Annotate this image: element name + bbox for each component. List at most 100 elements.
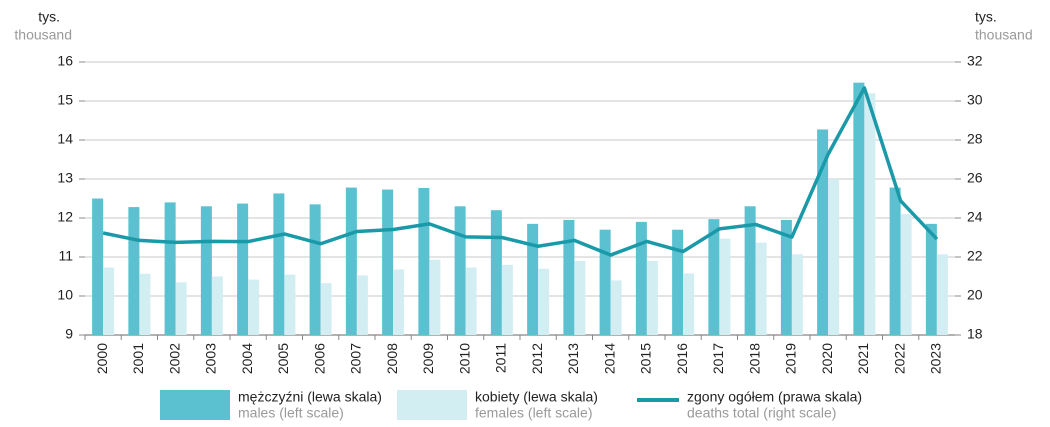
x-tick-label: 2013 xyxy=(565,343,581,374)
y-tick-label: 14 xyxy=(57,131,73,147)
bar xyxy=(755,242,767,335)
bar xyxy=(646,260,658,335)
legend-label: zgony ogółem (prawa skala) xyxy=(687,389,862,405)
y-tick-label: 12 xyxy=(57,209,73,225)
line xyxy=(102,86,939,257)
bar xyxy=(610,280,622,335)
x-tick-label: 2004 xyxy=(239,343,255,374)
x-tick-label: 2017 xyxy=(710,343,726,374)
bar xyxy=(92,198,104,335)
y2-axis-label-sub: thousand xyxy=(975,27,1033,43)
y2-tick-label: 26 xyxy=(967,170,983,186)
bar xyxy=(527,223,539,335)
y2-tick-label: 24 xyxy=(967,209,983,225)
x-tick-label: 2010 xyxy=(456,343,472,374)
y2-tick-label: 30 xyxy=(967,92,983,108)
bar xyxy=(853,82,865,335)
bar xyxy=(429,259,441,335)
bar xyxy=(538,268,550,335)
legend-label-sub: males (left scale) xyxy=(238,405,344,421)
bar xyxy=(139,273,151,335)
bar xyxy=(356,275,368,335)
bar xyxy=(563,219,575,335)
x-tick-label: 2007 xyxy=(348,343,364,374)
bar xyxy=(864,93,876,335)
x-tick-label: 2011 xyxy=(493,343,509,373)
y-tick-label: 15 xyxy=(57,92,73,108)
bar xyxy=(817,129,829,335)
bar xyxy=(791,254,803,335)
x-tick-label: 2020 xyxy=(819,343,835,374)
x-tick-label: 2018 xyxy=(746,343,762,374)
bar xyxy=(635,221,647,335)
y-axis-label: tys. xyxy=(38,9,60,25)
x-tick-label: 2003 xyxy=(203,343,219,374)
bar xyxy=(237,203,249,335)
x-tick-label: 2019 xyxy=(783,343,799,374)
y2-tick-label: 32 xyxy=(967,53,983,69)
x-tick-label: 2006 xyxy=(311,343,327,374)
bar xyxy=(672,229,684,335)
bar xyxy=(828,179,840,335)
bar xyxy=(320,283,332,335)
x-tick-label: 2023 xyxy=(928,343,944,374)
y2-tick-label: 28 xyxy=(967,131,983,147)
bar xyxy=(599,229,611,335)
x-tick-label: 2009 xyxy=(420,343,436,374)
bar xyxy=(744,206,756,335)
bar xyxy=(248,279,260,335)
x-tick-label: 2005 xyxy=(275,343,291,374)
bar xyxy=(925,223,937,335)
y-tick-label: 11 xyxy=(58,248,73,264)
bar xyxy=(128,207,140,335)
x-tick-label: 2012 xyxy=(529,343,545,374)
bar xyxy=(574,260,586,335)
y2-tick-label: 22 xyxy=(967,248,983,264)
x-tick-label: 2002 xyxy=(166,343,182,374)
y-axis-label-sub: thousand xyxy=(14,27,72,43)
x-tick-label: 2000 xyxy=(94,343,110,374)
legend-label-sub: females (left scale) xyxy=(475,405,592,421)
bar xyxy=(454,206,466,335)
legend-label-sub: deaths total (right scale) xyxy=(687,405,836,421)
bar xyxy=(418,187,430,335)
bar xyxy=(465,267,477,335)
y2-tick-label: 18 xyxy=(967,326,983,342)
bar xyxy=(164,202,176,335)
bar xyxy=(490,210,502,335)
bar xyxy=(284,274,296,335)
y2-tick-label: 20 xyxy=(967,287,983,303)
bar xyxy=(309,204,321,335)
x-tick-label: 2015 xyxy=(638,343,654,374)
y2-axis-label: tys. xyxy=(975,9,997,25)
legend-swatch xyxy=(160,390,230,420)
bar xyxy=(382,189,394,335)
x-tick-label: 2008 xyxy=(384,343,400,374)
x-tick-label: 2022 xyxy=(891,343,907,374)
bar xyxy=(900,214,912,335)
bar xyxy=(103,267,115,335)
bar xyxy=(501,264,513,335)
bar xyxy=(393,269,405,335)
legend-swatch xyxy=(397,390,467,420)
bar xyxy=(683,273,695,335)
y-tick-label: 10 xyxy=(57,287,73,303)
y-tick-label: 13 xyxy=(57,170,73,186)
x-tick-label: 2021 xyxy=(855,343,871,374)
bar xyxy=(200,206,212,335)
bar xyxy=(708,219,720,335)
x-tick-label: 2016 xyxy=(674,343,690,374)
bar xyxy=(175,282,187,335)
legend-label: mężczyźni (lewa skala) xyxy=(238,389,382,405)
bar xyxy=(780,219,792,335)
bar xyxy=(889,187,901,335)
bar xyxy=(936,254,948,335)
x-tick-label: 2014 xyxy=(601,343,617,374)
y-tick-label: 16 xyxy=(57,53,73,69)
bar xyxy=(719,238,731,335)
legend-label: kobiety (lewa skala) xyxy=(475,389,598,405)
x-tick-label: 2001 xyxy=(130,343,146,374)
bar xyxy=(273,193,285,335)
bar xyxy=(211,276,223,335)
